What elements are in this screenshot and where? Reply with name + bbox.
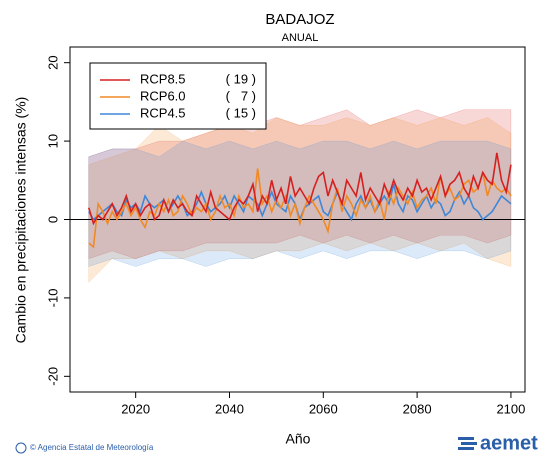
footer: © Agencia Estatal de Meteorología [30, 443, 154, 452]
chart-subtitle: ANUAL [282, 32, 319, 44]
legend-count: ( 7 ) [226, 88, 256, 103]
legend-box [89, 62, 267, 130]
logo-icon [458, 437, 477, 450]
x-axis-label: Año [286, 431, 311, 447]
y-tick-label: 10 [45, 134, 60, 148]
x-tick-label: 2020 [121, 401, 150, 416]
legend-count: ( 19 ) [226, 71, 256, 86]
footer-icon [15, 442, 27, 454]
x-tick-label: 2060 [309, 401, 338, 416]
uncertainty-band [88, 140, 512, 267]
y-tick-label: 0 [45, 216, 60, 223]
x-tick-label: 2080 [403, 401, 432, 416]
y-tick-label: 20 [45, 55, 60, 69]
logo: aemet [480, 432, 538, 454]
legend-label: RCP6.0 [140, 88, 186, 103]
x-tick-label: 2100 [496, 401, 525, 416]
chart-title: BADAJOZ [265, 11, 334, 28]
legend-count: ( 15 ) [226, 105, 256, 120]
y-tick-label: -20 [45, 367, 60, 386]
y-axis-label: Cambio en precipitaciones intensas (%) [13, 97, 29, 344]
series-line [87, 152, 512, 226]
x-tick-label: 2040 [215, 401, 244, 416]
legend-label: RCP4.5 [140, 105, 186, 120]
legend-label: RCP8.5 [140, 71, 186, 86]
y-tick-label: -10 [45, 289, 60, 308]
